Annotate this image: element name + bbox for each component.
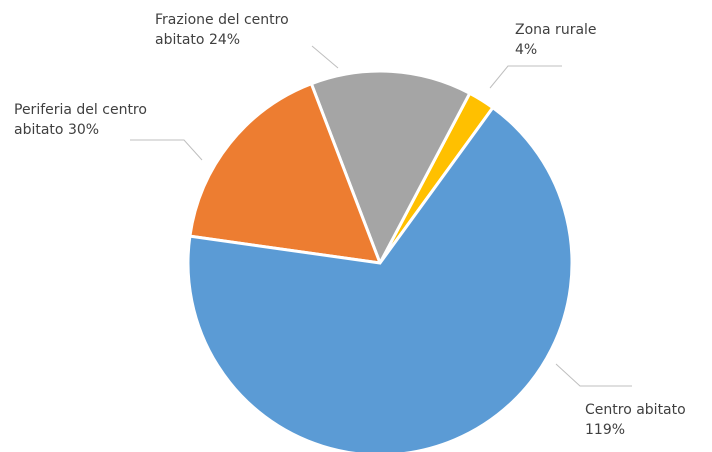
slice-label: Zona rurale 4% xyxy=(515,20,615,60)
slice-value: 4% xyxy=(515,42,538,58)
pie-slice xyxy=(309,69,472,267)
slice-label: Centro abitato 119% xyxy=(585,400,710,440)
leader-line xyxy=(311,45,339,69)
slice-value: 24% xyxy=(208,32,241,48)
slice-name: Periferia del centro abitato xyxy=(14,102,147,138)
leader-line xyxy=(555,363,632,387)
slice-name: Zona rurale xyxy=(515,22,597,38)
leader-line xyxy=(489,65,562,89)
leader-line xyxy=(130,139,203,161)
pie-slice xyxy=(186,105,574,452)
slice-name: Centro abitato xyxy=(585,402,686,418)
pie-slice xyxy=(188,81,383,265)
slice-name: Frazione del centro abitato xyxy=(155,12,289,48)
slice-label: Periferia del centro abitato 30% xyxy=(14,100,194,140)
slice-label: Frazione del centro abitato 24% xyxy=(155,10,320,50)
slice-value: 119% xyxy=(585,422,626,438)
slice-value: 30% xyxy=(67,122,100,138)
